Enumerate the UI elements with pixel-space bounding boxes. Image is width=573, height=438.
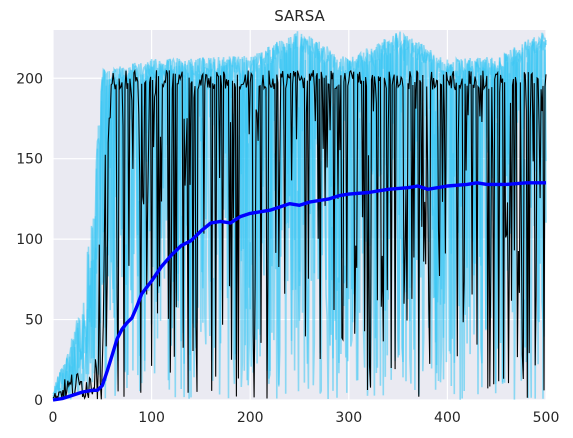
single-run-trace (52, 69, 547, 400)
y-tick-label: 150 (16, 152, 43, 168)
moving-average-line (52, 181, 546, 402)
x-tick-label: 200 (237, 410, 264, 426)
x-tick-label: 400 (434, 410, 461, 426)
y-tick-label: 50 (25, 313, 43, 329)
y-tick-label: 200 (16, 71, 43, 87)
chart-title: SARSA (274, 7, 325, 25)
series-single-run (52, 69, 547, 400)
x-tick-labels: 0 100 200 300 400 500 (49, 410, 560, 426)
x-tick-label: 0 (49, 410, 58, 426)
y-tick-label: 0 (34, 393, 43, 409)
y-tick-label: 100 (16, 232, 43, 248)
x-tick-label: 500 (533, 410, 560, 426)
y-tick-labels: 0 50 100 150 200 (16, 71, 43, 409)
x-tick-label: 300 (335, 410, 362, 426)
series-moving-average (52, 181, 546, 402)
x-tick-label: 100 (138, 410, 165, 426)
raw-run-trace (52, 32, 547, 402)
